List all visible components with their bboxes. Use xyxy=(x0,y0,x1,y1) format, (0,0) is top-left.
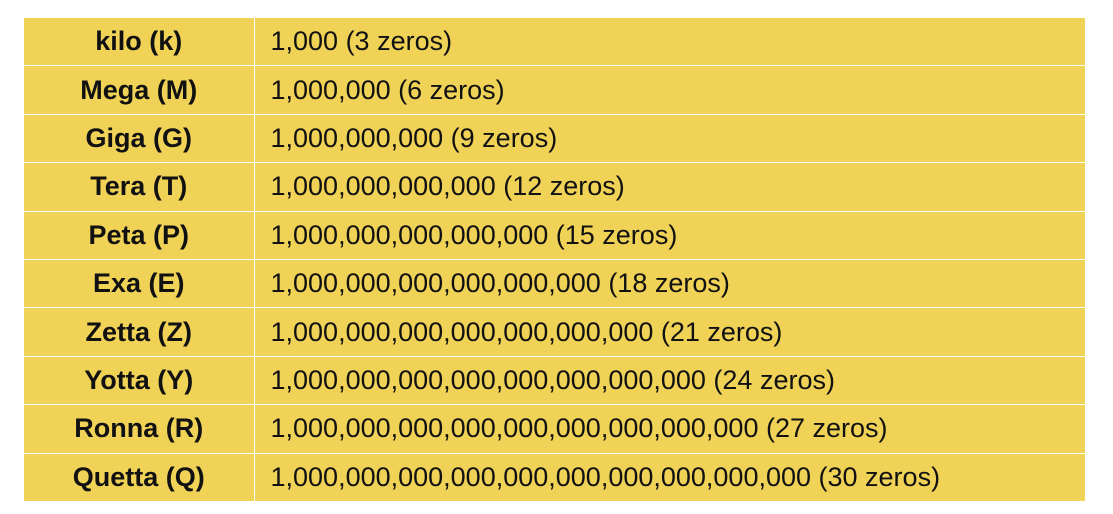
table-row: Ronna (R) 1,000,000,000,000,000,000,000,… xyxy=(24,404,1085,454)
value-cell: 1,000,000,000,000,000,000,000 (21 zeros) xyxy=(253,307,1085,357)
value-cell: 1,000,000,000,000,000,000,000,000,000,00… xyxy=(253,452,1085,501)
si-prefix-table-container: kilo (k) 1,000 (3 zeros) Mega (M) 1,000,… xyxy=(24,18,1085,501)
prefix-cell: Peta (P) xyxy=(24,210,255,260)
si-prefix-table: kilo (k) 1,000 (3 zeros) Mega (M) 1,000,… xyxy=(24,18,1085,501)
table-row: kilo (k) 1,000 (3 zeros) xyxy=(24,18,1085,67)
prefix-cell: Yotta (Y) xyxy=(24,355,255,406)
value-cell: 1,000 (3 zeros) xyxy=(253,18,1085,67)
table-row: Tera (T) 1,000,000,000,000 (12 zeros) xyxy=(24,162,1085,212)
prefix-cell: Zetta (Z) xyxy=(24,307,255,357)
prefix-cell: Ronna (R) xyxy=(24,404,255,454)
value-cell: 1,000,000,000 (9 zeros) xyxy=(253,113,1085,164)
table-row: Zetta (Z) 1,000,000,000,000,000,000,000 … xyxy=(24,307,1085,357)
value-cell: 1,000,000,000,000,000,000 (18 zeros) xyxy=(253,258,1085,309)
value-cell: 1,000,000,000,000,000 (15 zeros) xyxy=(253,210,1085,260)
table-row: Quetta (Q) 1,000,000,000,000,000,000,000… xyxy=(24,452,1085,501)
prefix-cell: Exa (E) xyxy=(24,258,255,309)
prefix-cell: Tera (T) xyxy=(24,162,255,212)
value-cell: 1,000,000,000,000,000,000,000,000,000 (2… xyxy=(253,404,1085,454)
prefix-cell: kilo (k) xyxy=(24,18,255,67)
value-cell: 1,000,000 (6 zeros) xyxy=(253,65,1085,115)
table-row: Giga (G) 1,000,000,000 (9 zeros) xyxy=(24,113,1085,164)
prefix-cell: Mega (M) xyxy=(24,65,255,115)
table-row: Peta (P) 1,000,000,000,000,000 (15 zeros… xyxy=(24,210,1085,260)
table-row: Yotta (Y) 1,000,000,000,000,000,000,000,… xyxy=(24,355,1085,406)
value-cell: 1,000,000,000,000 (12 zeros) xyxy=(253,162,1085,212)
prefix-cell: Giga (G) xyxy=(24,113,255,164)
prefix-cell: Quetta (Q) xyxy=(24,452,255,501)
table-row: Exa (E) 1,000,000,000,000,000,000 (18 ze… xyxy=(24,258,1085,309)
value-cell: 1,000,000,000,000,000,000,000,000 (24 ze… xyxy=(253,355,1085,406)
table-row: Mega (M) 1,000,000 (6 zeros) xyxy=(24,65,1085,115)
